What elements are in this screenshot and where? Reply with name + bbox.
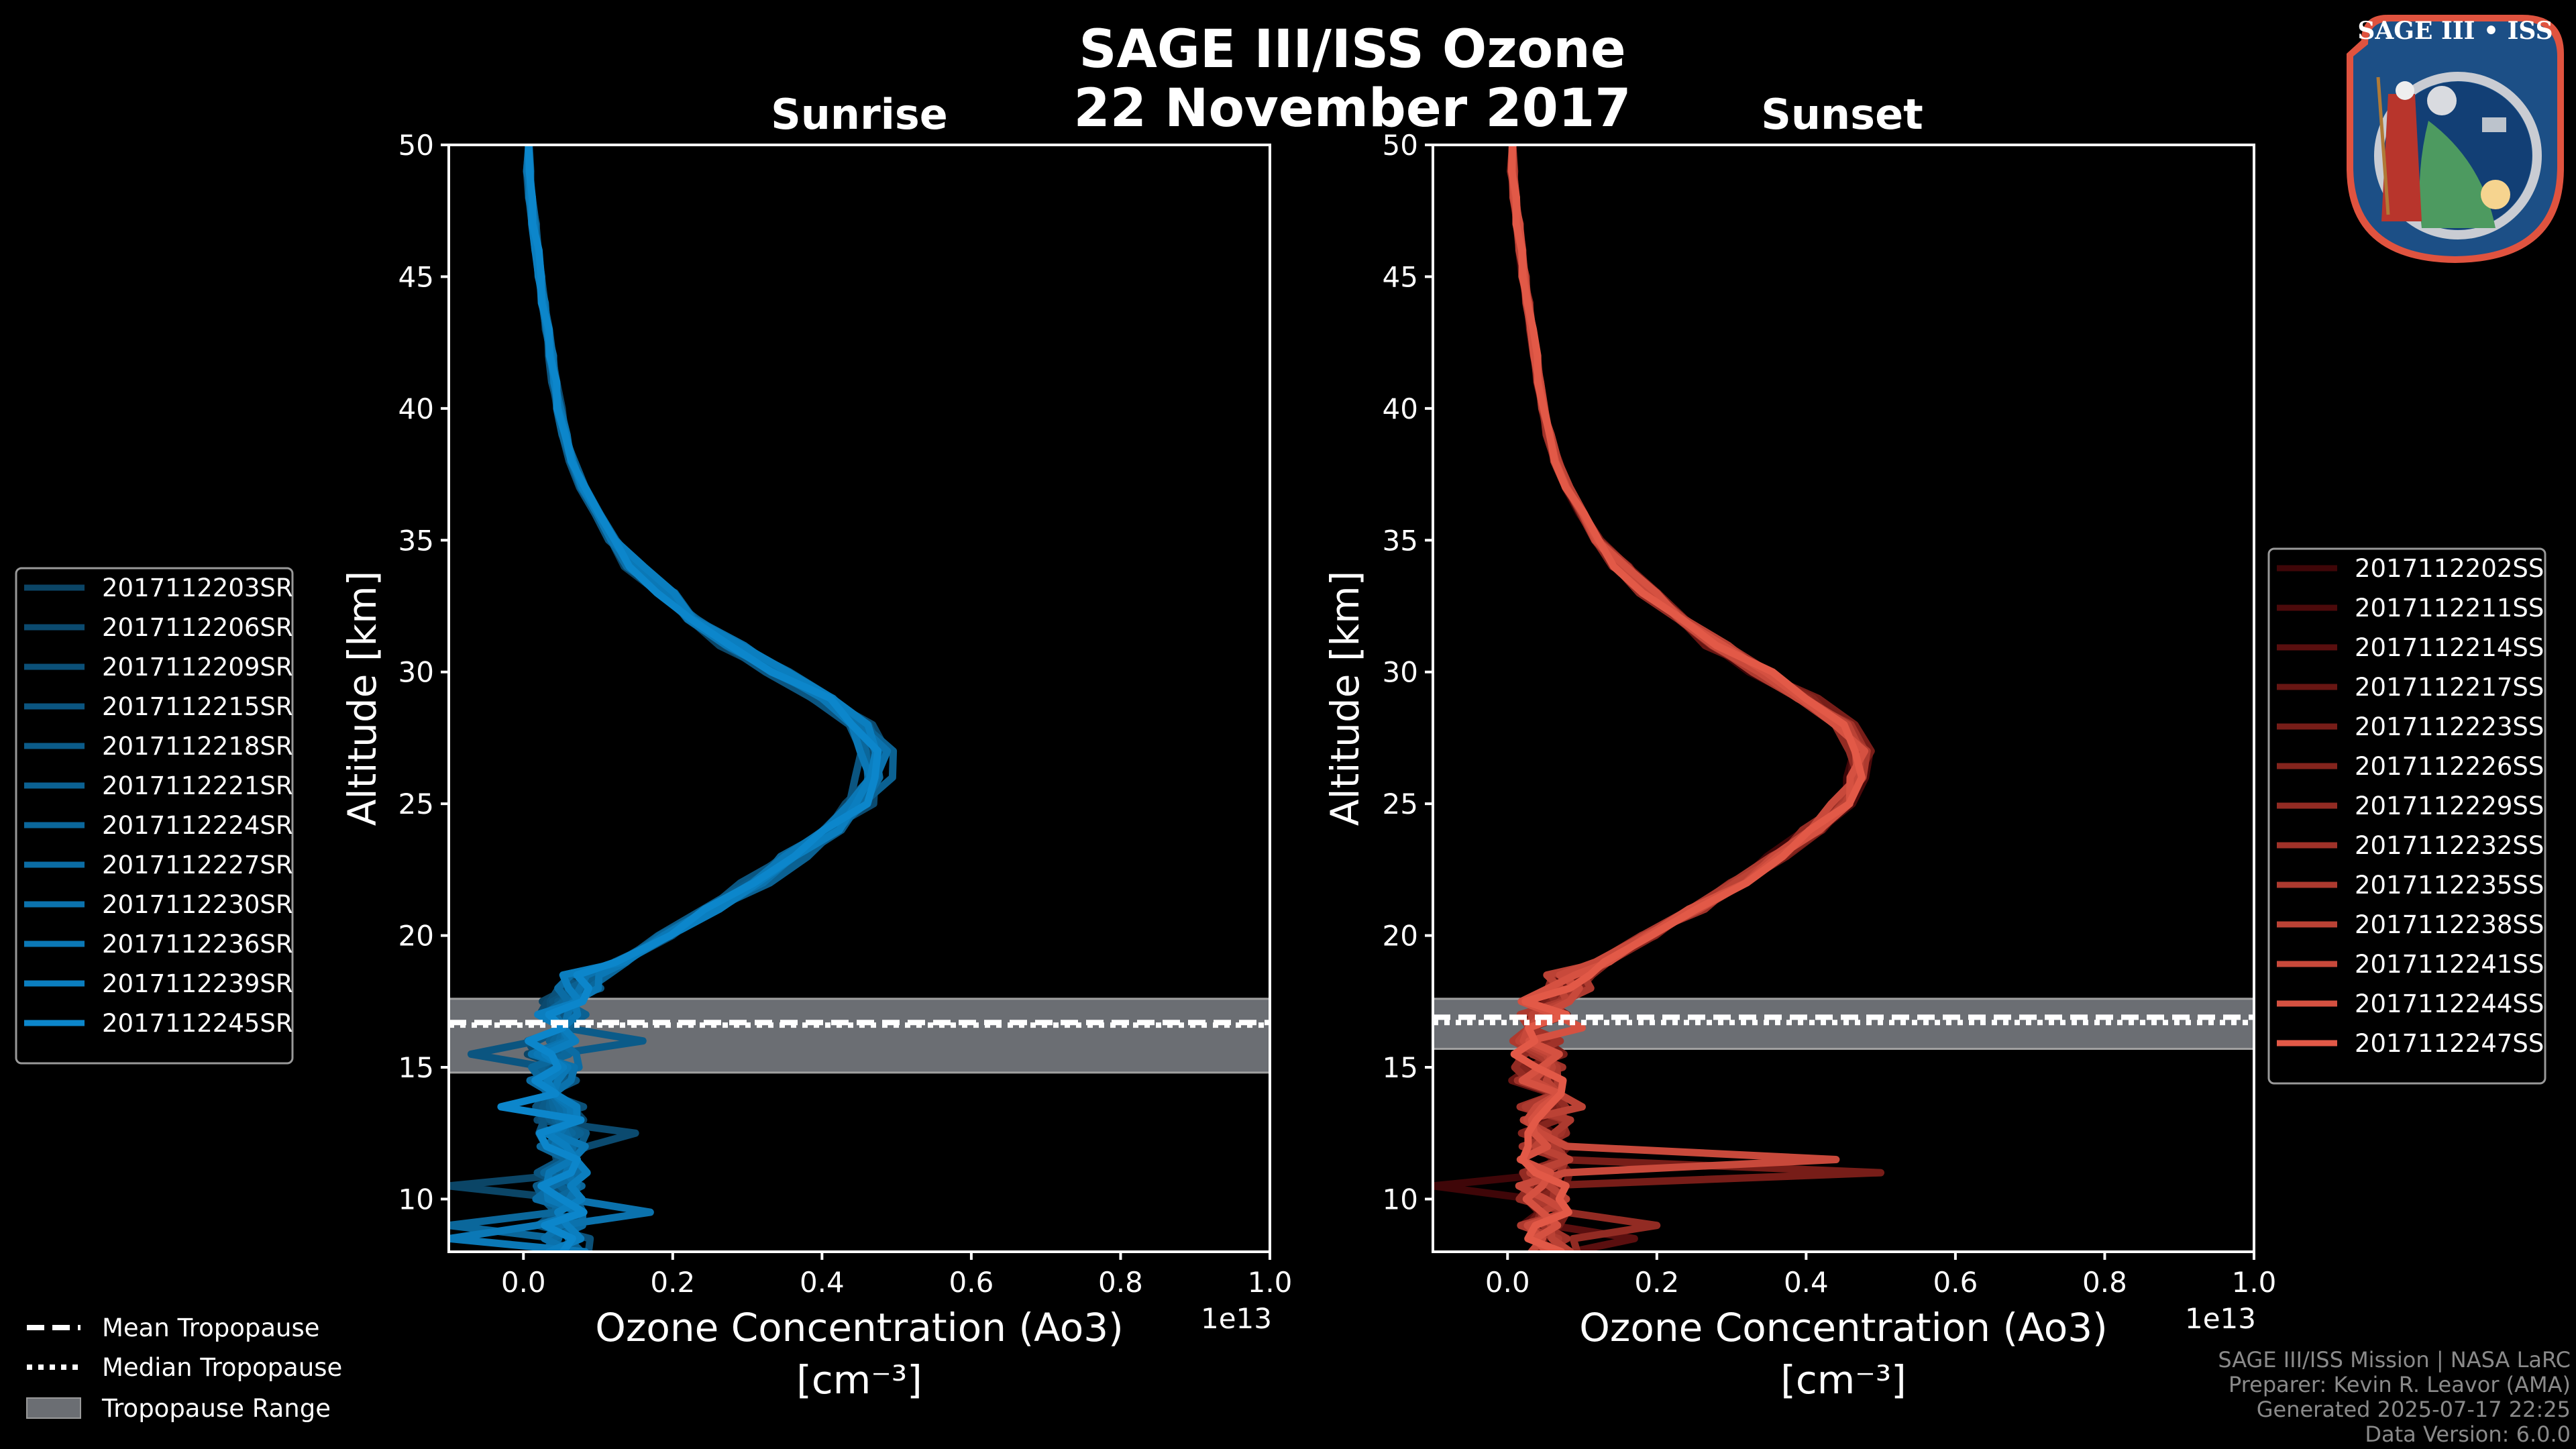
legend-label: 2017112215SR [102,692,293,721]
y-axis-label: Altitude [km] [339,571,385,826]
sunset-legend: 2017112202SS 2017112211SS 2017112214SS 2017… [2267,547,2546,1085]
legend-label: 2017112229SS [2355,792,2544,820]
footer-line: Generated 2025-07-17 22:25 [2257,1397,2571,1422]
figure-title: SAGE III/ISS Ozone [1079,19,1625,80]
legend-label: 2017112224SR [102,811,293,840]
sunset-panel: 0.0 0.2 0.4 0.6 0.8 1.0 10 15 20 25 30 35 40 45 50 Suns… [1322,90,2276,1403]
legend-label: 2017112230SR [102,890,293,919]
y-tick-label: 35 [1383,524,1418,557]
panel-title: Sunrise [771,90,948,139]
axes-frame [447,144,1271,1253]
legend-label: 2017112203SR [102,574,293,602]
legend-label: Tropopause Range [101,1394,331,1423]
y-tick-label: 20 [398,920,434,953]
legend-label: 2017112209SR [102,653,293,682]
legend-label: 2017112245SR [102,1009,293,1038]
x-tick-label: 0.6 [1933,1266,1978,1299]
legend-label: Mean Tropopause [102,1313,320,1342]
legend-label: 2017112206SR [102,613,293,642]
legend-label: 2017112202SS [2355,554,2544,583]
legend-label: Median Tropopause [102,1353,342,1382]
x-tick-label: 0.2 [650,1266,695,1299]
x-tick-label: 0.6 [949,1266,994,1299]
sunrise-legend: 2017112203SR 2017112206SR 2017112209SR 2017… [15,567,294,1065]
x-tick-label: 1.0 [1248,1266,1293,1299]
legend-label: 2017112247SS [2355,1029,2544,1058]
tropopause-range-swatch [26,1397,81,1419]
x-tick-label: 0.4 [800,1266,845,1299]
x-tick-label: 0.2 [1634,1266,1679,1299]
legend-frame [2267,547,2546,1085]
sunrise-panel: 0.0 0.2 0.4 0.6 0.8 1.0 10 15 20 25 30 35 40 45 50 Sunr… [339,90,1292,1403]
legend-frame [15,567,294,1065]
x-tick-label: 0.4 [1784,1266,1829,1299]
y-tick-label: 20 [1383,920,1418,953]
figure-date: 22 November 2017 [1073,78,1631,139]
x-tick-label: 0.0 [501,1266,546,1299]
tropopause-legend: Mean Tropopause Median Tropopause Tropop… [26,1313,342,1423]
legend-label: 2017112211SS [2355,594,2544,623]
legend-label: 2017112235SS [2355,871,2544,900]
footer-credits: SAGE III/ISS Mission | NASA LaRC Prepare… [2218,1347,2571,1447]
legend-label: 2017112232SS [2355,831,2544,860]
y-tick-label: 35 [398,524,434,557]
y-tick-label: 45 [398,260,434,293]
x-offset-text: 1e13 [2185,1302,2256,1335]
legend-label: 2017112227SR [102,851,293,879]
y-tick-label: 10 [1383,1183,1418,1216]
legend-label: 2017112223SS [2355,712,2544,741]
y-tick-label: 30 [1383,656,1418,689]
legend-label: 2017112217SS [2355,673,2544,702]
logo-text: SAGE III • ISS [2357,17,2553,45]
x-axis-units: [cm⁻³] [1780,1357,1907,1403]
profile-line-2017112245SR [497,145,882,1252]
y-tick-label: 25 [398,788,434,820]
y-tick-label: 40 [1383,392,1418,425]
footer-line: Preparer: Kevin R. Leavor (AMA) [2229,1372,2571,1397]
x-axis-label: Ozone Concentration (Ao3) [595,1305,1124,1350]
x-offset-text: 1e13 [1201,1302,1272,1335]
y-axis-label: Altitude [km] [1322,571,1368,826]
footer-line: Data Version: 6.0.0 [2365,1421,2571,1447]
sage-iii-iss-mission-logo: SAGE III • ISS [2347,15,2564,263]
legend-label: 2017112226SS [2355,752,2544,781]
x-tick-label: 0.8 [2082,1266,2127,1299]
x-axis-units: [cm⁻³] [796,1357,922,1403]
x-tick-label: 0.8 [1098,1266,1143,1299]
legend-label: 2017112238SS [2355,910,2544,939]
legend-label: 2017112236SR [102,930,293,959]
profile-line-2017112247SS [1507,145,1866,1252]
y-tick-label: 50 [398,129,434,162]
y-tick-label: 15 [1383,1051,1418,1084]
legend-label: 2017112241SS [2355,950,2544,979]
x-axis-label: Ozone Concentration (Ao3) [1579,1305,2108,1350]
plot-area [449,145,1270,1252]
panel-title: Sunset [1761,90,1923,139]
legend-label: 2017112244SS [2355,989,2544,1018]
y-tick-label: 30 [398,656,434,689]
y-tick-label: 10 [398,1183,434,1216]
axes-frame [1432,144,2255,1253]
footer-line: SAGE III/ISS Mission | NASA LaRC [2218,1347,2571,1373]
legend-label: 2017112221SR [102,771,293,800]
x-tick-label: 0.0 [1485,1266,1530,1299]
legend-label: 2017112218SR [102,732,293,761]
y-tick-label: 45 [1383,260,1418,293]
x-tick-label: 1.0 [2232,1266,2277,1299]
y-tick-label: 40 [398,392,434,425]
legend-label: 2017112214SS [2355,633,2544,662]
y-tick-label: 15 [398,1051,434,1084]
y-tick-label: 50 [1383,129,1418,162]
y-tick-label: 25 [1383,788,1418,820]
plot-area [1433,145,2254,1252]
legend-label: 2017112239SR [102,969,293,998]
